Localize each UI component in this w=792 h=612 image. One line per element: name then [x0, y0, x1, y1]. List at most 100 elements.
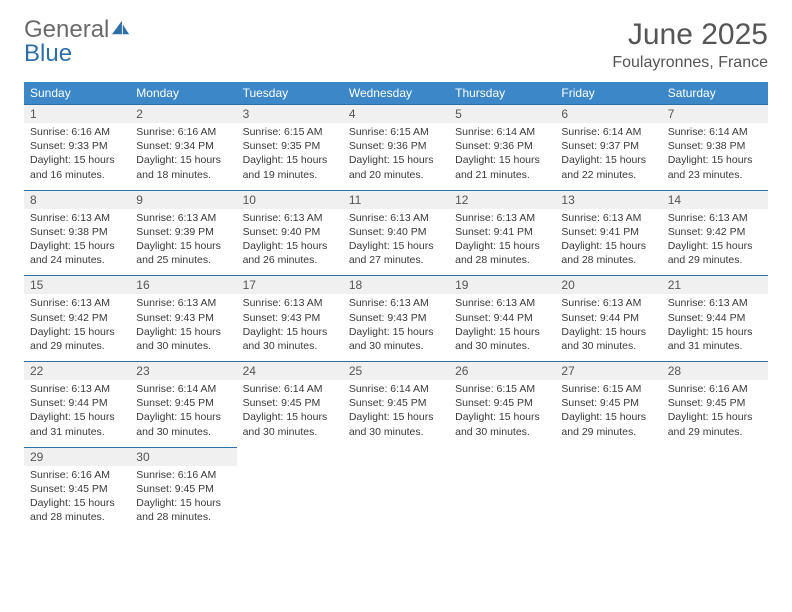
sunrise-text: Sunrise: 6:13 AM — [243, 296, 337, 310]
sunset-text: Sunset: 9:43 PM — [136, 311, 230, 325]
daylight-text-1: Daylight: 15 hours — [30, 496, 124, 510]
sunrise-text: Sunrise: 6:13 AM — [136, 296, 230, 310]
day-number-cell: 27 — [555, 362, 661, 381]
daylight-text-2: and 26 minutes. — [243, 253, 337, 267]
day-content-cell — [343, 466, 449, 533]
daylight-text-1: Daylight: 15 hours — [136, 153, 230, 167]
daylight-text-1: Daylight: 15 hours — [668, 153, 762, 167]
daylight-text-1: Daylight: 15 hours — [243, 153, 337, 167]
page-title: June 2025 — [612, 18, 768, 52]
daylight-text-2: and 30 minutes. — [136, 339, 230, 353]
sunrise-text: Sunrise: 6:13 AM — [561, 296, 655, 310]
day-content-cell: Sunrise: 6:14 AMSunset: 9:36 PMDaylight:… — [449, 123, 555, 190]
day-number-cell: 23 — [130, 362, 236, 381]
day-content-cell: Sunrise: 6:13 AMSunset: 9:42 PMDaylight:… — [24, 294, 130, 361]
sunset-text: Sunset: 9:42 PM — [30, 311, 124, 325]
location-label: Foulayronnes, France — [612, 54, 768, 72]
day-content-cell: Sunrise: 6:13 AMSunset: 9:44 PMDaylight:… — [555, 294, 661, 361]
sunrise-text: Sunrise: 6:13 AM — [668, 296, 762, 310]
daylight-text-2: and 28 minutes. — [455, 253, 549, 267]
sunrise-text: Sunrise: 6:14 AM — [136, 382, 230, 396]
daylight-text-1: Daylight: 15 hours — [243, 325, 337, 339]
day-number-cell: 3 — [237, 105, 343, 124]
day-content-cell: Sunrise: 6:13 AMSunset: 9:38 PMDaylight:… — [24, 209, 130, 276]
daylight-text-1: Daylight: 15 hours — [561, 410, 655, 424]
day-number-cell: 29 — [24, 447, 130, 466]
sunset-text: Sunset: 9:45 PM — [30, 482, 124, 496]
daylight-text-1: Daylight: 15 hours — [668, 325, 762, 339]
sunrise-text: Sunrise: 6:13 AM — [349, 211, 443, 225]
daylight-text-1: Daylight: 15 hours — [455, 153, 549, 167]
sunrise-text: Sunrise: 6:13 AM — [30, 296, 124, 310]
day-number-cell: 17 — [237, 276, 343, 295]
weekday-header: Tuesday — [237, 82, 343, 105]
daylight-text-2: and 23 minutes. — [668, 168, 762, 182]
daylight-text-2: and 28 minutes. — [561, 253, 655, 267]
sunrise-text: Sunrise: 6:16 AM — [136, 468, 230, 482]
day-number-cell: 16 — [130, 276, 236, 295]
logo-part2: Blue — [24, 40, 72, 67]
day-number-cell: 9 — [130, 190, 236, 209]
sunrise-text: Sunrise: 6:14 AM — [349, 382, 443, 396]
daylight-text-2: and 30 minutes. — [561, 339, 655, 353]
title-block: June 2025 Foulayronnes, France — [612, 18, 768, 72]
day-number-cell: 11 — [343, 190, 449, 209]
day-content-cell: Sunrise: 6:13 AMSunset: 9:40 PMDaylight:… — [343, 209, 449, 276]
daylight-text-2: and 29 minutes. — [668, 425, 762, 439]
weekday-header: Saturday — [662, 82, 768, 105]
sunrise-text: Sunrise: 6:16 AM — [30, 468, 124, 482]
daylight-text-1: Daylight: 15 hours — [455, 325, 549, 339]
daylight-text-1: Daylight: 15 hours — [30, 239, 124, 253]
daylight-text-1: Daylight: 15 hours — [349, 153, 443, 167]
day-content-cell: Sunrise: 6:14 AMSunset: 9:45 PMDaylight:… — [130, 380, 236, 447]
day-content-cell: Sunrise: 6:14 AMSunset: 9:37 PMDaylight:… — [555, 123, 661, 190]
sunrise-text: Sunrise: 6:13 AM — [349, 296, 443, 310]
sunrise-text: Sunrise: 6:13 AM — [30, 211, 124, 225]
weekday-header: Friday — [555, 82, 661, 105]
daylight-text-1: Daylight: 15 hours — [561, 153, 655, 167]
sunset-text: Sunset: 9:45 PM — [455, 396, 549, 410]
day-content-cell: Sunrise: 6:16 AMSunset: 9:45 PMDaylight:… — [662, 380, 768, 447]
sunrise-text: Sunrise: 6:16 AM — [668, 382, 762, 396]
sunrise-text: Sunrise: 6:13 AM — [668, 211, 762, 225]
daylight-text-2: and 21 minutes. — [455, 168, 549, 182]
sunset-text: Sunset: 9:45 PM — [349, 396, 443, 410]
day-content-cell: Sunrise: 6:15 AMSunset: 9:45 PMDaylight:… — [449, 380, 555, 447]
daylight-text-2: and 19 minutes. — [243, 168, 337, 182]
daylight-text-2: and 27 minutes. — [349, 253, 443, 267]
daylight-text-2: and 22 minutes. — [561, 168, 655, 182]
day-number-cell: 13 — [555, 190, 661, 209]
daylight-text-1: Daylight: 15 hours — [136, 239, 230, 253]
day-number-cell — [449, 447, 555, 466]
day-number-cell: 30 — [130, 447, 236, 466]
day-content-cell: Sunrise: 6:15 AMSunset: 9:45 PMDaylight:… — [555, 380, 661, 447]
daylight-text-1: Daylight: 15 hours — [136, 496, 230, 510]
daylight-text-2: and 29 minutes. — [30, 339, 124, 353]
day-number-cell — [662, 447, 768, 466]
day-number-cell: 1 — [24, 105, 130, 124]
sunset-text: Sunset: 9:45 PM — [561, 396, 655, 410]
sunset-text: Sunset: 9:38 PM — [668, 139, 762, 153]
daylight-text-2: and 30 minutes. — [243, 425, 337, 439]
day-content-cell — [555, 466, 661, 533]
day-number-cell: 22 — [24, 362, 130, 381]
sunrise-text: Sunrise: 6:13 AM — [136, 211, 230, 225]
day-content-cell: Sunrise: 6:13 AMSunset: 9:43 PMDaylight:… — [130, 294, 236, 361]
sunset-text: Sunset: 9:40 PM — [243, 225, 337, 239]
daylight-text-1: Daylight: 15 hours — [561, 325, 655, 339]
day-number-cell: 25 — [343, 362, 449, 381]
weekday-header: Wednesday — [343, 82, 449, 105]
logo-sail-icon — [110, 19, 132, 37]
day-number-cell: 14 — [662, 190, 768, 209]
sunset-text: Sunset: 9:41 PM — [561, 225, 655, 239]
daylight-text-2: and 29 minutes. — [561, 425, 655, 439]
daylight-text-1: Daylight: 15 hours — [136, 410, 230, 424]
logo: GeneralBlue — [24, 18, 132, 66]
daylight-text-2: and 30 minutes. — [349, 339, 443, 353]
daylight-text-1: Daylight: 15 hours — [30, 325, 124, 339]
daylight-text-1: Daylight: 15 hours — [349, 239, 443, 253]
daylight-text-2: and 16 minutes. — [30, 168, 124, 182]
day-number-cell — [237, 447, 343, 466]
sunset-text: Sunset: 9:38 PM — [30, 225, 124, 239]
daylight-text-2: and 20 minutes. — [349, 168, 443, 182]
